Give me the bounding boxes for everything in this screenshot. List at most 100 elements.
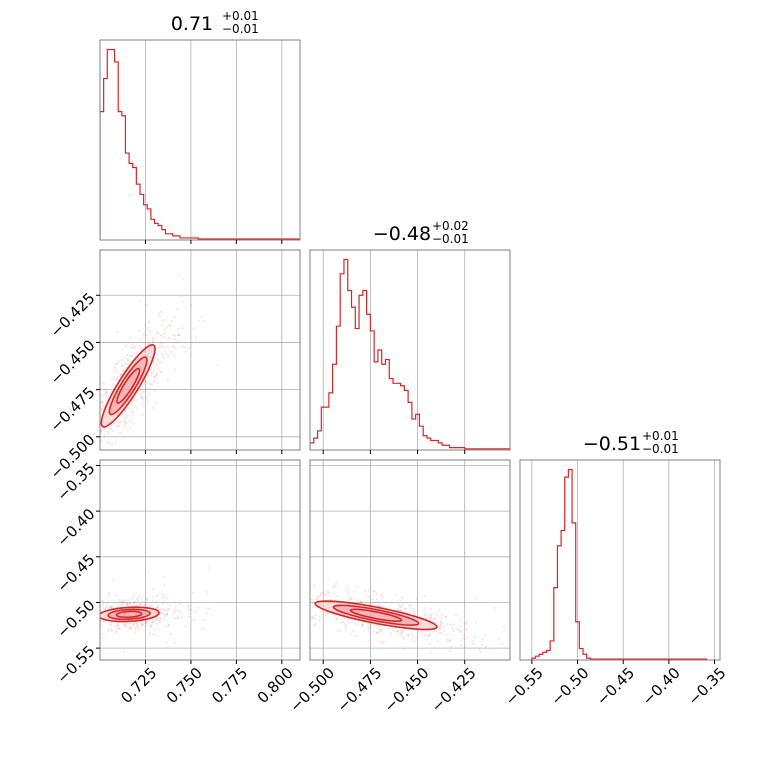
scatter-point — [141, 624, 144, 627]
scatter-point — [96, 628, 98, 630]
scatter-point — [304, 603, 306, 605]
scatter-point — [192, 591, 195, 595]
scatter-point — [439, 624, 442, 628]
scatter-point — [100, 609, 103, 612]
scatter-point — [292, 589, 294, 591]
scatter-point — [159, 621, 162, 624]
scatter-point — [314, 623, 317, 626]
panel-content — [228, 566, 505, 655]
scatter-point — [228, 603, 230, 605]
scatter-point — [165, 613, 168, 616]
scatter-point — [410, 632, 413, 635]
scatter-point — [315, 598, 318, 601]
scatter-point — [310, 598, 313, 601]
scatter-point — [462, 634, 466, 637]
scatter-point — [154, 617, 157, 620]
scatter-point — [126, 354, 129, 357]
contour-fill — [109, 357, 147, 415]
scatter-point — [40, 536, 42, 538]
scatter-point — [132, 622, 135, 625]
scatter-point — [128, 602, 132, 605]
scatter-point — [122, 601, 125, 604]
panel-frame — [519, 459, 721, 661]
scatter-point — [113, 422, 116, 425]
scatter-point — [147, 341, 150, 344]
scatter-point — [313, 584, 316, 587]
scatter-point — [163, 600, 166, 603]
scatter-point — [154, 357, 157, 360]
scatter-point — [97, 432, 99, 434]
scatter-point — [300, 602, 302, 604]
scatter-point — [452, 623, 455, 626]
scatter-point — [242, 232, 244, 234]
scatter-point — [155, 372, 159, 375]
y-tick-label: −0.55 — [53, 642, 98, 687]
scatter-point — [90, 508, 92, 510]
scatter-point — [119, 431, 122, 435]
scatter-point — [138, 621, 141, 624]
scatter-point — [400, 605, 403, 609]
scatter-point — [178, 602, 181, 605]
scatter-point — [316, 595, 319, 599]
scatter-point — [105, 605, 108, 608]
scatter-point — [474, 621, 477, 624]
scatter-point — [348, 598, 351, 601]
scatter-point — [481, 643, 484, 646]
scatter-point — [138, 392, 142, 396]
scatter-point — [114, 366, 117, 369]
scatter-point — [289, 603, 291, 605]
scatter-point — [397, 607, 400, 610]
scatter-point — [303, 601, 305, 603]
scatter-point — [446, 622, 449, 626]
scatter-point — [125, 603, 128, 606]
scatter-point — [301, 588, 303, 590]
scatter-point — [196, 606, 199, 609]
scatter-point — [415, 597, 418, 600]
scatter-point — [304, 605, 306, 607]
scatter-point — [159, 618, 162, 621]
scatter-point — [155, 622, 158, 626]
scatter-point — [127, 406, 130, 409]
scatter-point — [166, 613, 169, 616]
histogram-2 — [531, 468, 708, 660]
scatter-point — [98, 346, 100, 348]
scatter-point — [156, 367, 159, 370]
scatter-point — [398, 605, 402, 608]
scatter-point — [412, 634, 415, 638]
scatter-point — [285, 594, 287, 596]
scatter-point — [163, 346, 166, 349]
scatter-point — [390, 601, 393, 604]
scatter-point — [456, 628, 459, 631]
scatter-point — [177, 333, 181, 336]
scatter-point — [411, 638, 414, 642]
scatter-point — [111, 605, 114, 608]
scatter-point — [128, 336, 132, 339]
scatter-point — [57, 615, 59, 617]
scatter-point — [172, 333, 175, 336]
scatter-point — [147, 320, 150, 323]
scatter-point — [168, 324, 171, 327]
scatter-point — [142, 390, 145, 394]
scatter-point — [363, 590, 366, 593]
scatter-point — [360, 600, 363, 604]
scatter-point — [284, 571, 286, 573]
scatter-point — [160, 371, 163, 374]
scatter-point — [439, 621, 442, 624]
scatter-point — [87, 411, 89, 413]
scatter-point — [279, 594, 281, 596]
scatter-point — [115, 627, 118, 630]
scatter-point — [151, 341, 155, 344]
scatter-point — [77, 431, 79, 433]
panel-title-2: −0.51 — [583, 433, 641, 455]
scatter-point — [59, 649, 61, 651]
scatter-point — [172, 345, 175, 348]
scatter-point — [162, 608, 166, 611]
scatter-point — [430, 601, 433, 604]
scatter-point — [88, 430, 90, 432]
scatter-point — [163, 335, 166, 338]
scatter-point — [114, 625, 117, 628]
scatter-point — [192, 618, 196, 622]
scatter-point — [155, 595, 158, 598]
scatter-point — [144, 382, 147, 385]
scatter-point — [402, 636, 405, 640]
